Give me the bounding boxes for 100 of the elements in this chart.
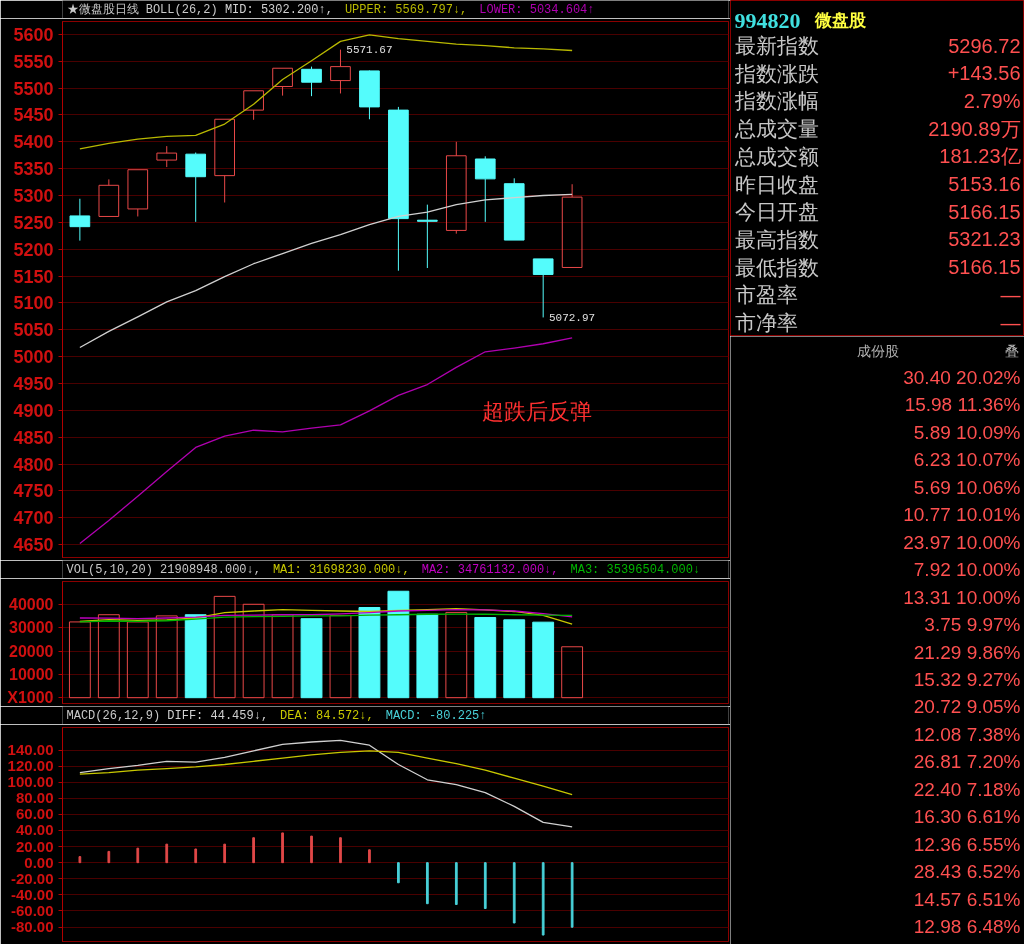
y-tick-label: 5150 xyxy=(13,266,54,287)
text: MID: 5302.200↑, xyxy=(224,2,333,17)
text: MA1: 31698230.000↓, xyxy=(272,562,410,577)
line-series xyxy=(79,34,573,150)
line-series xyxy=(79,613,573,623)
category-label: 最低指数 xyxy=(734,255,819,279)
y-tick-label: 20000 xyxy=(9,642,54,660)
y-tick-label: -40.00 xyxy=(10,885,54,903)
text: 成份股 xyxy=(856,342,899,359)
category-label: 市净率 xyxy=(734,311,798,334)
y-tick-label: -20.00 xyxy=(10,869,54,887)
y-tick-label: 5100 xyxy=(13,293,54,314)
category-label: 最新指数 xyxy=(734,34,819,57)
text: 12.98 6.48% xyxy=(913,916,1021,937)
text: 10.77 10.01% xyxy=(903,504,1021,526)
y-tick-label: 4900 xyxy=(13,400,54,421)
y-tick-label: 5550 xyxy=(13,51,54,72)
text: — xyxy=(1000,283,1021,306)
line-series xyxy=(79,739,573,828)
y-tick-label: 40000 xyxy=(9,596,54,614)
text: 12.08 7.38% xyxy=(913,723,1021,745)
y-tick-label: 4950 xyxy=(13,373,54,394)
text: +143.56 xyxy=(947,62,1021,85)
text: — xyxy=(1000,311,1021,334)
bar xyxy=(184,614,207,699)
annotation: 5571.67 xyxy=(346,44,393,57)
text: LOWER: 5034.604↑ xyxy=(479,2,595,17)
text: MA2: 34761132.000↓, xyxy=(421,562,559,577)
text: 叠 xyxy=(1004,342,1019,359)
text: 15.32 9.27% xyxy=(913,668,1021,690)
y-tick-label: 40.00 xyxy=(15,821,54,839)
line-series xyxy=(79,608,573,620)
bar xyxy=(445,611,468,699)
y-tick-label: 5350 xyxy=(13,159,54,180)
category-label: 今日开盘 xyxy=(734,200,819,224)
text: 3.75 9.97% xyxy=(924,614,1021,636)
text: 5166.15 xyxy=(948,200,1021,223)
text: 994820 xyxy=(734,7,801,33)
y-tick-label: 5000 xyxy=(13,347,54,368)
bar xyxy=(474,617,497,699)
text: 30.40 20.02% xyxy=(903,367,1021,388)
y-tick-label: 5500 xyxy=(13,78,54,99)
bar xyxy=(503,619,526,699)
text: 微盘股 xyxy=(814,11,868,30)
bar xyxy=(358,607,381,699)
bar xyxy=(68,621,91,699)
bar xyxy=(329,614,352,699)
chart-title: MACD(26,12,9) xyxy=(66,708,161,723)
text: 28.43 6.52% xyxy=(913,861,1021,883)
y-tick-label: 5250 xyxy=(13,212,54,233)
text: 5296.72 xyxy=(948,34,1021,57)
text: 5166.15 xyxy=(948,256,1021,279)
bar xyxy=(561,646,584,699)
y-tick-label: 4850 xyxy=(13,427,54,448)
text: 5321.23 xyxy=(948,228,1021,251)
text: 7.92 10.00% xyxy=(913,559,1021,581)
text: DIFF: 44.459↓, xyxy=(167,708,269,723)
category-label: 指数涨跌 xyxy=(733,61,819,85)
y-tick-label: 5450 xyxy=(13,105,54,126)
category-label: 市盈率 xyxy=(734,283,798,307)
candlestick xyxy=(69,198,91,242)
text: 20.72 9.05% xyxy=(913,696,1021,718)
y-tick-label: 5600 xyxy=(13,24,54,45)
y-tick-label: 4700 xyxy=(13,508,54,529)
text: 22.40 7.18% xyxy=(913,778,1021,800)
y-tick-label: 5050 xyxy=(13,320,54,341)
text: DEA: 84.572↓, xyxy=(280,708,374,723)
y-tick-label: 20.00 xyxy=(15,837,54,855)
text: MACD: -80.225↑ xyxy=(385,708,487,723)
text: 12.36 6.55% xyxy=(913,833,1021,855)
text: 5153.16 xyxy=(948,173,1021,195)
y-tick-label: 0.00 xyxy=(24,853,54,871)
annotation: 5072.97 xyxy=(548,311,596,324)
y-tick-label: -60.00 xyxy=(10,901,54,919)
bar xyxy=(155,615,178,699)
text: 13.31 10.00% xyxy=(903,586,1021,608)
text: 5.69 10.06% xyxy=(913,476,1021,498)
series-label: UPPER: 5569.797↓, xyxy=(344,2,468,17)
bar xyxy=(242,603,265,699)
y-tick-label: 4650 xyxy=(13,535,54,556)
text: 5.89 10.09% xyxy=(913,421,1021,443)
chart-title: VOL(5,10,20) 21908948.000↓, xyxy=(66,562,261,577)
y-tick-label: 5400 xyxy=(13,132,54,153)
bar xyxy=(97,614,120,699)
line-series xyxy=(79,750,573,796)
y-tick-label: 140.00 xyxy=(7,741,54,759)
category-label: 昨日收盘 xyxy=(734,172,819,196)
y-tick-label: 60.00 xyxy=(15,805,54,823)
annotation: 超跌后反弹 xyxy=(482,398,593,424)
y-tick-label: -80.00 xyxy=(10,918,54,936)
text: 21.29 9.86% xyxy=(913,641,1021,663)
y-tick-label: 10000 xyxy=(9,665,54,683)
text: 2190.89万 xyxy=(928,117,1021,140)
y-tick-label: 100.00 xyxy=(7,773,54,791)
text: 26.81 7.20% xyxy=(913,751,1021,773)
y-tick-label: 30000 xyxy=(9,619,54,637)
y-tick-label: 4800 xyxy=(13,454,54,475)
y-tick-label: 5300 xyxy=(13,186,54,207)
bar xyxy=(387,590,410,699)
y-tick-label: X1000 xyxy=(7,689,54,707)
